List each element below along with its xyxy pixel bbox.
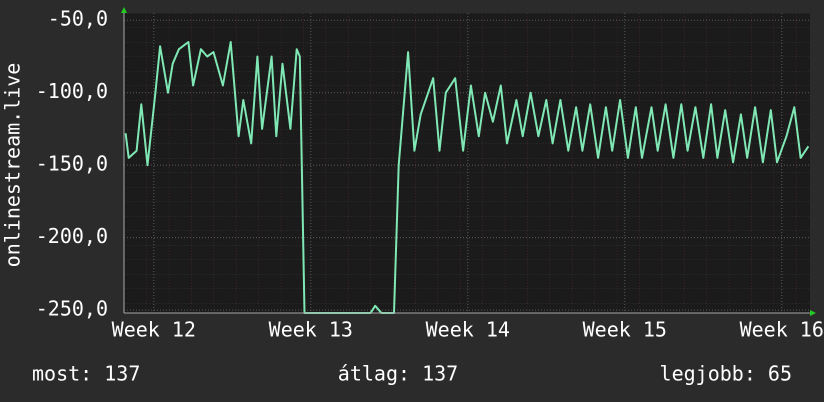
x-tick-label: Week 14 [426, 318, 510, 342]
y-tick-label: -50,0 [48, 7, 108, 31]
layer [124, 13, 810, 314]
x-tick-label: Week 13 [269, 318, 353, 342]
legend-average: átlag: 137 [338, 362, 458, 386]
y-tick-label: -250,0 [36, 297, 108, 321]
minor-grid [124, 13, 810, 313]
y-axis-label: onlinestream.live [1, 63, 25, 268]
x-tick-label: Week 15 [583, 318, 667, 342]
y-tick-label: -150,0 [36, 152, 108, 176]
x-arrow [810, 310, 816, 316]
y-arrow [121, 7, 127, 13]
legend-most: most: 137 [32, 362, 140, 386]
data-line [124, 41, 810, 314]
y-tick-label: -100,0 [36, 79, 108, 103]
x-tick-label: Week 16 [740, 318, 824, 342]
legend-max: legjobb: 65 [660, 362, 792, 386]
x-tick-label: Week 12 [112, 318, 196, 342]
y-tick-label: -200,0 [36, 224, 108, 248]
